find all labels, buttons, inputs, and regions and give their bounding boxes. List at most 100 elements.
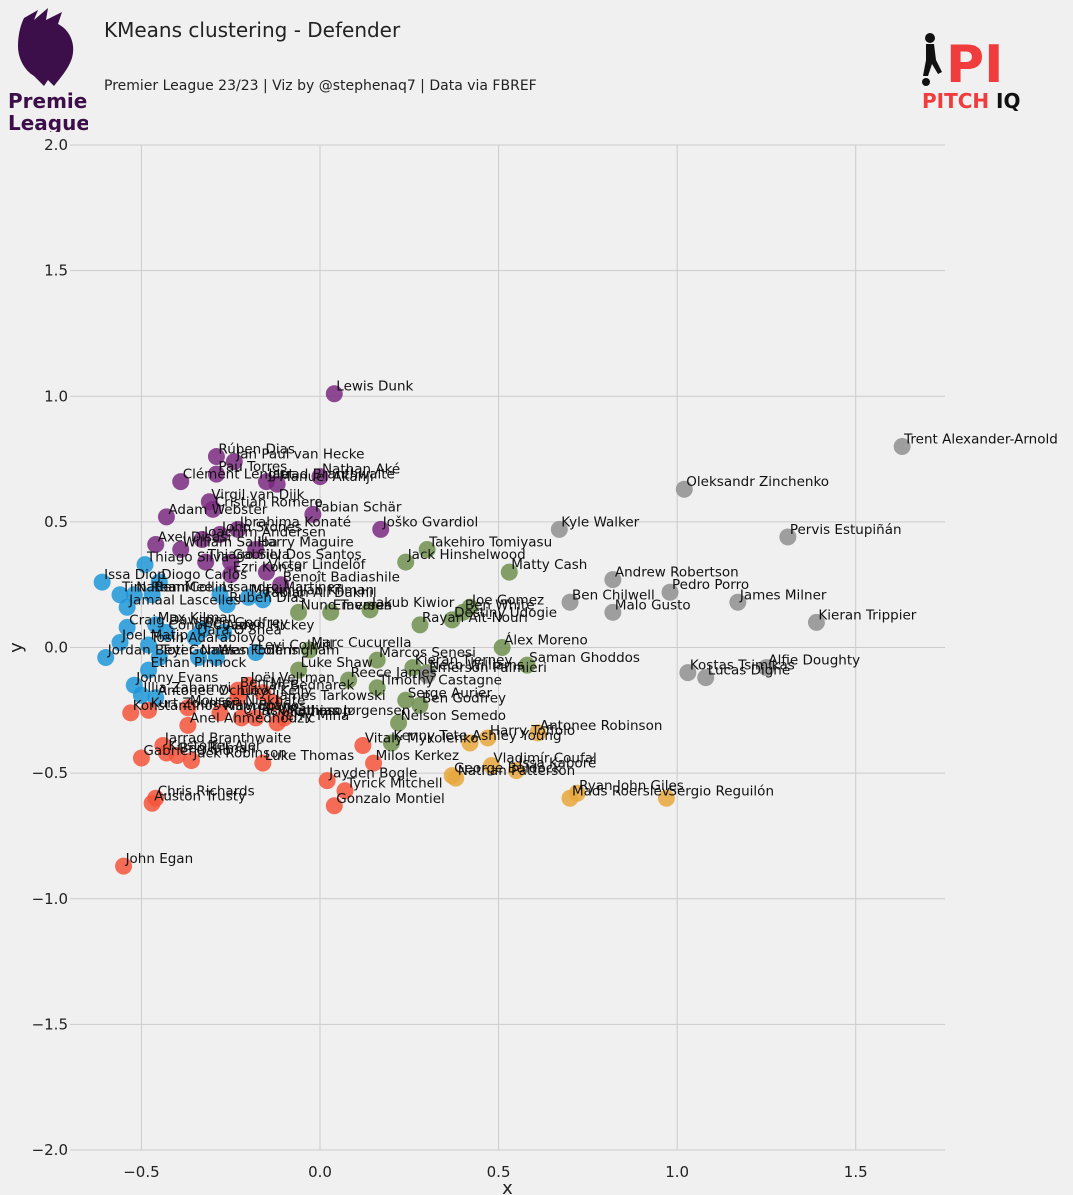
data-point xyxy=(461,734,479,752)
data-point xyxy=(222,566,240,584)
data-point xyxy=(518,656,536,674)
data-point xyxy=(179,716,197,734)
chart-title: KMeans clustering - Defender xyxy=(104,18,401,42)
point-label: Mads Roerslev xyxy=(572,783,670,799)
point-label: Gabriel Osho xyxy=(143,743,230,759)
data-point xyxy=(186,628,204,646)
point-label: Ben Godfrey xyxy=(204,615,288,631)
data-point xyxy=(729,593,747,611)
point-label: Konstantinos Mavropanos xyxy=(133,698,306,714)
data-point xyxy=(368,679,386,697)
footballer-icon xyxy=(922,33,942,86)
point-label: Saman Ghoddos xyxy=(529,650,640,666)
data-point xyxy=(207,465,225,483)
data-point xyxy=(97,649,115,667)
point-label: Ben Mee xyxy=(240,675,299,691)
point-label: Ben White xyxy=(465,597,535,613)
point-label: Tyrick Mitchell xyxy=(346,776,442,792)
data-point xyxy=(365,754,383,772)
data-point xyxy=(550,520,568,538)
data-point xyxy=(275,709,293,727)
data-point xyxy=(207,448,225,466)
data-point xyxy=(418,541,436,559)
data-points xyxy=(93,385,911,875)
data-point xyxy=(172,541,190,559)
data-point xyxy=(679,664,697,682)
point-label: Thiago Silva xyxy=(146,550,229,566)
data-point xyxy=(132,749,150,767)
data-point xyxy=(661,583,679,601)
point-label: Kristoffer Ajer xyxy=(168,738,261,754)
data-point xyxy=(93,573,111,591)
data-point xyxy=(229,689,247,707)
point-label: Jonny Evans xyxy=(135,670,218,686)
point-label: James Milner xyxy=(739,587,827,603)
data-point xyxy=(757,659,775,677)
data-point xyxy=(311,468,329,486)
brand-text-pitch: PITCH xyxy=(922,89,989,113)
point-label: Nélson Semedo xyxy=(401,708,506,724)
y-tick-label: −1.5 xyxy=(32,1015,68,1033)
data-point xyxy=(140,661,158,679)
point-label: Milos Kerkez xyxy=(376,748,460,764)
data-point xyxy=(340,671,358,689)
data-point xyxy=(807,613,825,631)
x-tick-label: 1.0 xyxy=(665,1163,689,1181)
point-label: Lloyd Kelly xyxy=(240,683,312,699)
point-label: Jarrad Branthwaite xyxy=(267,467,394,483)
y-tick-label: 2.0 xyxy=(44,136,68,154)
point-label: Luke Shaw xyxy=(301,655,373,671)
point-label: Kostas Tsimikas xyxy=(690,658,795,674)
point-label: Rúben Dias xyxy=(218,442,295,458)
data-point xyxy=(507,762,525,780)
point-label: Kyle Walker xyxy=(561,514,639,530)
x-tick-label: 0.0 xyxy=(308,1163,332,1181)
point-label: Kurt Zouma xyxy=(151,695,230,711)
point-label: Cristian Romero xyxy=(215,494,323,510)
data-point xyxy=(272,576,290,594)
data-point xyxy=(111,633,129,651)
tick-labels: −0.5 0.0 0.5 1.0 1.5 −2.0 −1.5 −1.0 −0.5 0.0 0.5 1.… xyxy=(32,136,868,1181)
data-point xyxy=(304,505,322,523)
data-point xyxy=(382,734,400,752)
point-label: Serge Aurier xyxy=(408,685,493,701)
data-point xyxy=(125,586,143,604)
point-label: Issa Diop xyxy=(104,567,166,583)
data-point xyxy=(172,473,190,491)
x-axis-label: x xyxy=(502,1178,513,1195)
data-point xyxy=(325,385,343,403)
point-label: Craig Dawson xyxy=(129,612,222,628)
data-point xyxy=(232,709,250,727)
point-label: Ryan John Giles xyxy=(579,778,684,794)
y-tick-label: −2.0 xyxy=(32,1141,68,1159)
data-point xyxy=(218,596,236,614)
point-label: Antonee Robinson xyxy=(540,718,663,734)
point-label: Nathan Aké xyxy=(322,462,400,478)
point-label: Jack Hinshelwood xyxy=(407,547,526,563)
point-label: Illia Zabarnyi xyxy=(143,680,231,696)
data-point xyxy=(254,754,272,772)
point-label: John Stones xyxy=(221,519,302,535)
point-label: Mathias Jørgensen xyxy=(286,703,410,719)
point-label: Axel Disasi xyxy=(158,529,231,545)
y-tick-label: −1.0 xyxy=(32,890,68,908)
data-point xyxy=(479,729,497,747)
point-label: Destiny Udogie xyxy=(454,605,557,621)
data-point xyxy=(397,691,415,709)
point-label: Jakub Kiwior xyxy=(371,595,455,611)
point-label: Auston Trusty xyxy=(154,788,246,804)
point-label: Jamaal Lascelles xyxy=(128,592,240,608)
data-point xyxy=(322,603,340,621)
point-label: Marcos Senesi xyxy=(379,645,476,661)
point-label: Pau Torres xyxy=(218,459,287,475)
data-point xyxy=(397,553,415,571)
point-label: Joe Gomez xyxy=(471,592,544,608)
point-label: Wes Foderingham xyxy=(218,643,339,659)
data-point xyxy=(318,772,336,790)
point-label: Virgil van Dijk xyxy=(211,487,304,503)
data-point xyxy=(157,623,175,641)
data-point xyxy=(115,857,133,875)
data-point xyxy=(222,553,240,571)
point-label: Ruben Dias xyxy=(229,590,306,606)
point-label: Timothy Castagne xyxy=(378,673,502,689)
